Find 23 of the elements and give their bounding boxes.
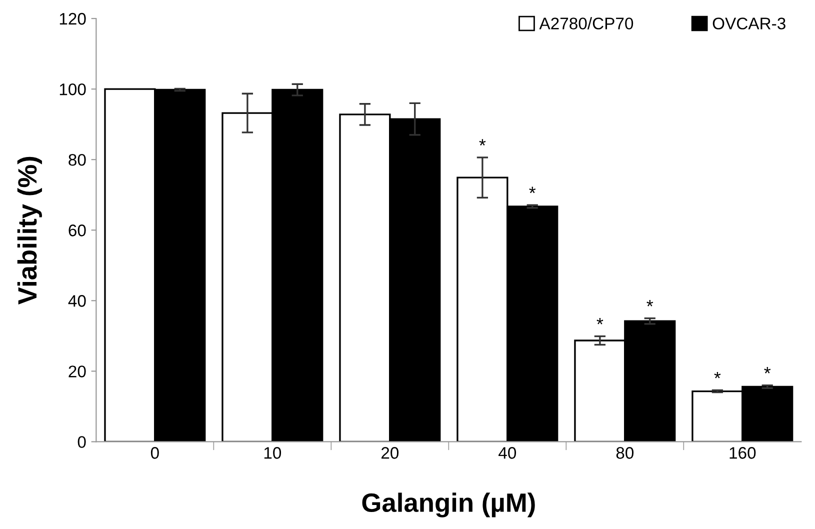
data-label: * bbox=[764, 367, 771, 374]
data-label: * bbox=[646, 300, 654, 306]
x-tick-label: 10 bbox=[264, 447, 282, 459]
y-tick-label: 100 bbox=[60, 83, 86, 96]
data-label: * bbox=[714, 372, 721, 378]
y-tick-label: 0 bbox=[78, 436, 86, 448]
y-tick-label: 80 bbox=[68, 154, 86, 166]
y-tick-label: 60 bbox=[68, 224, 86, 236]
data-label: * bbox=[529, 186, 536, 194]
x-tick-label: 160 bbox=[730, 447, 756, 459]
x-tick-label: 40 bbox=[498, 447, 516, 459]
data-label: * bbox=[479, 139, 486, 146]
x-tick-label: 20 bbox=[381, 447, 399, 459]
data-label: * bbox=[596, 318, 604, 324]
y-tick-label: 20 bbox=[68, 366, 86, 378]
y-axis-title: Viability (%) bbox=[17, 156, 42, 304]
x-axis-title: Galangin (µM) bbox=[362, 492, 535, 518]
legend-label: A2780/CP70 bbox=[539, 17, 634, 30]
x-tick-label: 0 bbox=[150, 447, 159, 459]
y-tick-label: 120 bbox=[60, 12, 86, 25]
y-tick-label: 40 bbox=[68, 295, 86, 307]
legend-label: OVCAR-3 bbox=[712, 18, 786, 30]
x-tick-label: 80 bbox=[616, 447, 634, 459]
